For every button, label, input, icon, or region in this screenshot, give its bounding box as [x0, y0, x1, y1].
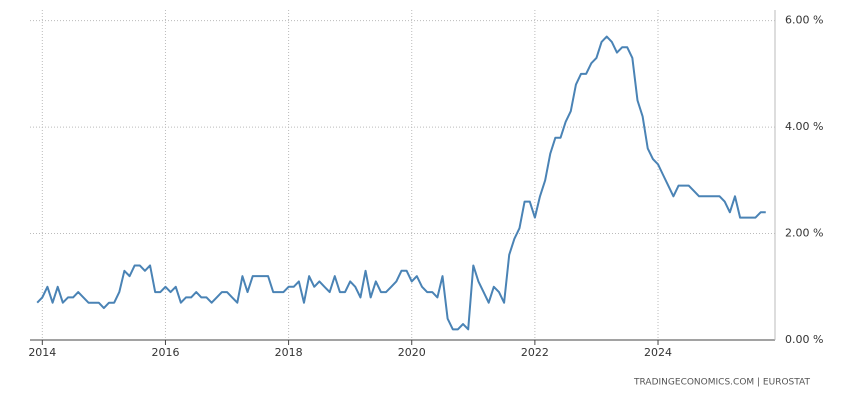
x-tick-label: 2024 — [644, 346, 672, 359]
y-tick-label: 0.00 % — [785, 333, 823, 346]
series-line — [36, 35, 766, 331]
x-tick-label: 2014 — [28, 346, 56, 359]
x-tick-label: 2018 — [275, 346, 303, 359]
x-tick-label: 2022 — [521, 346, 549, 359]
y-tick-label: 6.00 % — [785, 14, 823, 27]
x-tick-label: 2016 — [151, 346, 179, 359]
source: TRADINGECONOMICS.COM | EUROSTAT — [633, 378, 810, 388]
y-tick-label: 2.00 % — [785, 227, 823, 240]
y-tick-label: 4.00 % — [785, 120, 823, 133]
x-tick-label: 2020 — [398, 346, 426, 359]
